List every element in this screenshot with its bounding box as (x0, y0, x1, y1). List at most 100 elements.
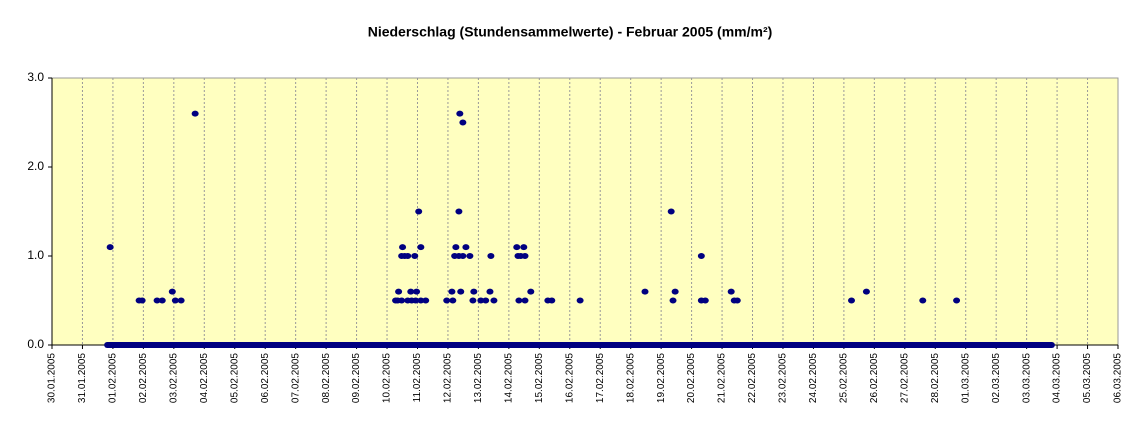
data-point (459, 119, 467, 126)
x-tick-label: 03.02.2005 (168, 353, 179, 403)
x-tick-label: 02.02.2005 (138, 353, 149, 403)
data-point (417, 244, 425, 251)
data-point (469, 297, 477, 304)
data-point (520, 244, 528, 251)
data-point (106, 244, 114, 251)
x-tick-label: 22.02.2005 (747, 353, 758, 403)
data-point (415, 208, 423, 215)
data-point (459, 253, 467, 259)
x-tick-label: 16.02.2005 (564, 353, 575, 403)
data-point (448, 288, 456, 295)
data-point (733, 297, 741, 304)
x-tick-label: 09.02.2005 (351, 353, 362, 403)
data-point (671, 288, 679, 295)
x-tick-label: 13.02.2005 (473, 353, 484, 403)
data-point (411, 253, 419, 259)
x-tick-label: 04.03.2005 (1052, 353, 1063, 403)
data-point (138, 297, 146, 304)
data-point (412, 297, 420, 304)
x-tick-label: 14.02.2005 (503, 353, 514, 403)
data-point (398, 297, 406, 304)
data-point (168, 288, 176, 295)
data-point (413, 288, 421, 295)
data-point (848, 297, 855, 304)
x-tick-label: 12.02.2005 (443, 353, 454, 403)
data-point (462, 244, 470, 251)
data-point (399, 244, 407, 251)
data-point (548, 297, 556, 304)
x-tick-label: 28.02.2005 (930, 353, 941, 403)
x-tick-label: 24.02.2005 (808, 353, 819, 403)
data-point (919, 297, 927, 304)
data-point (513, 244, 521, 251)
y-tick-label: 1.0 (27, 248, 44, 262)
data-point (953, 297, 961, 304)
data-point (486, 288, 494, 295)
data-point (443, 297, 451, 304)
x-tick-label: 17.02.2005 (595, 353, 606, 403)
data-point (177, 297, 185, 304)
data-point (521, 253, 529, 259)
data-point (153, 297, 161, 304)
data-point (171, 297, 179, 304)
data-point (576, 297, 584, 304)
data-point (456, 110, 464, 117)
data-point (862, 288, 870, 295)
x-tick-label: 30.01.2005 (47, 353, 58, 403)
data-point (158, 297, 166, 304)
x-tick-label: 11.02.2005 (412, 353, 423, 403)
data-point (422, 297, 430, 304)
data-point (527, 288, 535, 295)
data-point (521, 297, 529, 304)
data-point (395, 288, 403, 295)
y-tick-label: 0.0 (27, 337, 44, 351)
x-tick-label: 01.02.2005 (108, 353, 119, 403)
x-tick-label: 04.02.2005 (199, 353, 210, 403)
data-point (466, 253, 474, 259)
chart-title: Niederschlag (Stundensammelwerte) - Febr… (368, 24, 773, 40)
plot-area (51, 77, 1119, 346)
x-tick-label: 06.03.2005 (1113, 353, 1124, 403)
data-point (477, 297, 485, 304)
data-point (727, 288, 735, 295)
data-point (697, 253, 705, 259)
x-tick-label: 05.03.2005 (1082, 353, 1093, 403)
x-tick-label: 27.02.2005 (899, 353, 910, 403)
y-tick-label: 2.0 (27, 159, 44, 173)
data-point (452, 244, 460, 251)
data-point (191, 110, 199, 117)
data-point (470, 288, 478, 295)
data-point (669, 297, 677, 304)
x-tick-label: 26.02.2005 (869, 353, 880, 403)
y-tick-label: 3.0 (27, 70, 44, 84)
data-point (515, 297, 523, 304)
x-tick-label: 06.02.2005 (260, 353, 271, 403)
data-point (407, 288, 415, 295)
data-point (490, 297, 498, 304)
x-tick-label: 20.02.2005 (686, 353, 697, 403)
x-tick-label: 03.03.2005 (1021, 353, 1032, 403)
x-tick-label: 02.03.2005 (991, 353, 1002, 403)
data-point (417, 297, 425, 304)
x-tick-label: 05.02.2005 (229, 353, 240, 403)
x-tick-label: 18.02.2005 (625, 353, 636, 403)
x-tick-label: 31.01.2005 (77, 353, 88, 403)
data-point (482, 297, 490, 304)
x-tick-label: 08.02.2005 (321, 353, 332, 403)
data-point (404, 253, 412, 259)
data-point (641, 288, 649, 295)
x-tick-label: 01.03.2005 (960, 353, 971, 403)
x-tick-label: 25.02.2005 (839, 353, 850, 403)
x-tick-label: 15.02.2005 (534, 353, 545, 403)
data-point (449, 297, 457, 304)
x-tick-label: 21.02.2005 (717, 353, 728, 403)
x-tick-label: 07.02.2005 (290, 353, 301, 403)
data-point (455, 208, 463, 215)
data-point (487, 253, 495, 259)
x-tick-label: 10.02.2005 (382, 353, 393, 403)
data-point (667, 208, 675, 215)
x-tick-label: 19.02.2005 (656, 353, 667, 403)
data-point (457, 288, 465, 295)
x-tick-label: 23.02.2005 (778, 353, 789, 403)
